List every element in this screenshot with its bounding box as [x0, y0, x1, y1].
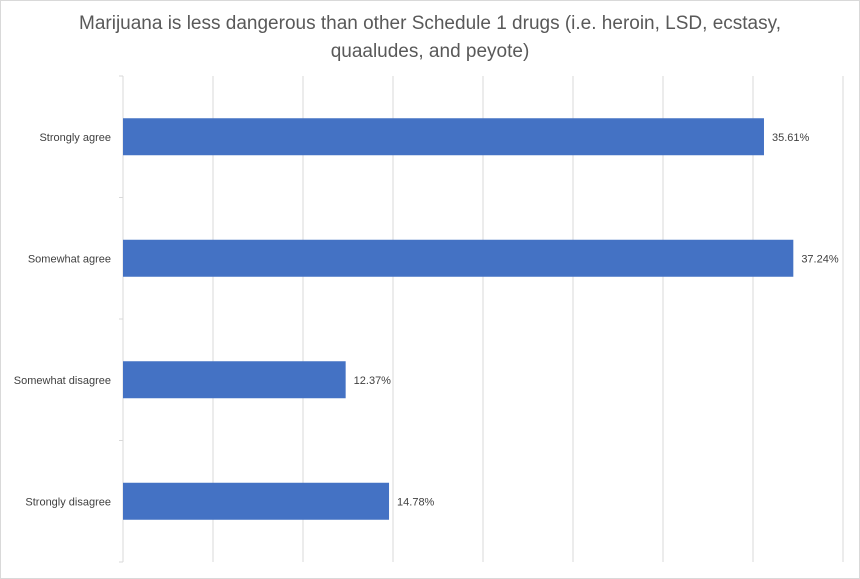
data-label: 12.37%: [354, 375, 392, 387]
category-label: Strongly agree: [39, 132, 111, 144]
bar: [123, 239, 794, 277]
data-label: 35.61%: [772, 132, 810, 144]
category-label: Somewhat agree: [28, 253, 111, 265]
chart-title-line-1: Marijuana is less dangerous than other S…: [79, 13, 781, 34]
bar: [123, 361, 346, 399]
data-label: 14.78%: [397, 496, 435, 508]
chart-title: Marijuana is less dangerous than other S…: [0, 10, 860, 66]
bar: [123, 118, 764, 156]
category-label: Strongly disagree: [25, 496, 111, 508]
category-label: Somewhat disagree: [14, 375, 111, 387]
data-label: 37.24%: [801, 253, 839, 265]
chart-title-line-2: quaaludes, and peyote): [330, 41, 530, 62]
bar: [123, 482, 390, 520]
